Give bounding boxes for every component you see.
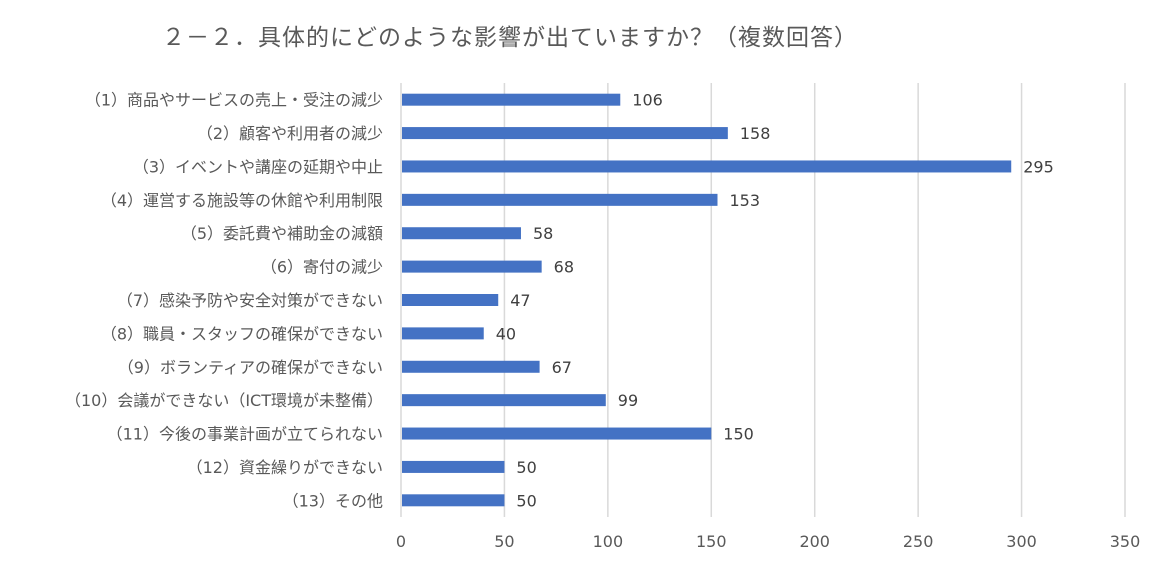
bar xyxy=(402,193,718,206)
category-label: （8）職員・スタッフの確保ができない xyxy=(101,324,383,343)
x-tick-label: 0 xyxy=(396,532,406,551)
bar xyxy=(402,227,521,240)
data-label: 153 xyxy=(729,191,760,210)
category-label: （5）委託費や補助金の減額 xyxy=(181,224,383,243)
x-tick-label: 100 xyxy=(593,532,624,551)
bar xyxy=(402,460,505,473)
bar xyxy=(402,260,542,273)
bar xyxy=(402,294,499,306)
x-tick-label: 50 xyxy=(494,532,514,551)
category-label: （13）その他 xyxy=(283,491,383,510)
data-label: 158 xyxy=(740,124,771,143)
data-label: 67 xyxy=(552,358,572,377)
x-tick-label: 300 xyxy=(1006,532,1037,551)
data-label: 50 xyxy=(516,491,536,510)
x-tick-label: 250 xyxy=(903,532,934,551)
bar xyxy=(402,427,712,440)
bars xyxy=(402,93,1012,507)
data-label: 295 xyxy=(1023,157,1054,176)
category-label: （11）今後の事業計画が立てられない xyxy=(107,425,383,444)
data-label: 68 xyxy=(554,258,574,277)
x-tick-label: 150 xyxy=(696,532,727,551)
bar xyxy=(402,494,505,507)
category-label: （4）運営する施設等の休館や利用制限 xyxy=(101,191,383,210)
data-label: 40 xyxy=(496,324,516,343)
bar xyxy=(402,394,606,407)
data-label: 99 xyxy=(618,391,638,410)
category-label: （9）ボランティアの確保ができない xyxy=(118,358,383,377)
bar xyxy=(402,160,1012,173)
bar xyxy=(402,360,540,373)
x-tick-label: 350 xyxy=(1110,532,1141,551)
data-label: 58 xyxy=(533,224,553,243)
data-label: 47 xyxy=(510,291,530,310)
category-label: （2）顧客や利用者の減少 xyxy=(197,124,383,143)
category-label: （7）感染予防や安全対策ができない xyxy=(117,291,383,310)
bar xyxy=(402,93,621,106)
bar xyxy=(402,127,728,140)
x-tick-labels: 0 50 100 150 200 250 300 350 xyxy=(396,532,1140,551)
category-label: （1）商品やサービスの売上・受注の減少 xyxy=(85,91,383,110)
data-label: 50 xyxy=(516,458,536,477)
data-label: 106 xyxy=(632,91,663,110)
category-label: （3）イベントや講座の延期や中止 xyxy=(133,157,383,176)
gridlines xyxy=(503,83,1126,517)
category-label: （12）資金繰りができない xyxy=(187,458,383,477)
category-label: （10）会議ができない（ICT環境が未整備） xyxy=(65,391,383,410)
data-label: 150 xyxy=(723,425,754,444)
chart-title: ２－２．具体的にどのような影響が出ていますか？（複数回答） xyxy=(162,25,858,51)
x-tick-label: 200 xyxy=(799,532,830,551)
category-label: （6）寄付の減少 xyxy=(261,258,383,277)
category-labels: （1）商品やサービスの売上・受注の減少 （2）顧客や利用者の減少 （3）イベントや講… xyxy=(65,91,383,511)
bar xyxy=(402,327,484,340)
